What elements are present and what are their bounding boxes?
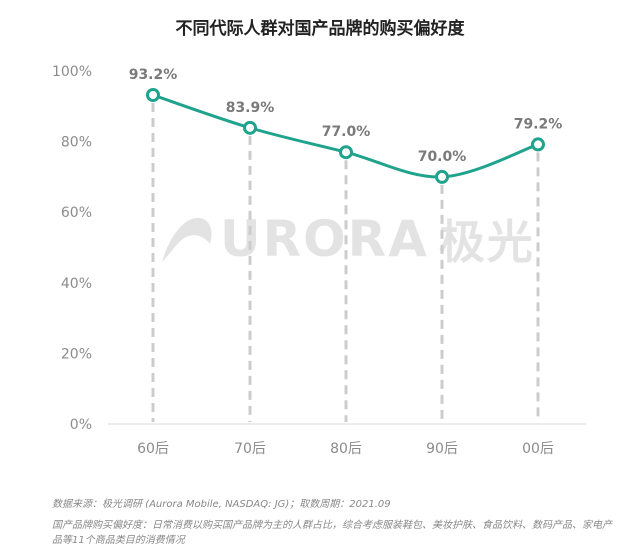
data-point [339, 145, 353, 160]
y-tick-label: 80% [61, 135, 92, 151]
tick-labels: 0% 20% 40% 60% 80% 100% 60后 70后 80后 90后 00后 [52, 64, 554, 457]
watermark-text: URORA [220, 210, 429, 268]
x-tick-label: 80后 [330, 441, 362, 457]
data-label: 70.0% [418, 149, 467, 165]
data-label: 93.2% [129, 67, 178, 83]
data-label: 83.9% [226, 100, 275, 116]
aurora-logo-icon [162, 217, 212, 262]
data-point [146, 88, 160, 103]
y-tick-label: 40% [61, 276, 92, 292]
line-chart: 93.2% 83.9% 77.0% 70.0% 79.2% 0% 20% 40% 60% 80%… [52, 64, 586, 457]
data-point [435, 169, 449, 184]
definition-note: 国产品牌购买偏好度：日常消费以购买国产品牌为主的人群占比，综合考虑服装鞋包、美妆… [52, 520, 612, 546]
y-tick-label: 60% [61, 205, 92, 221]
data-point [243, 120, 257, 135]
watermark-cn: 极光 [438, 215, 535, 269]
data-label: 79.2% [514, 116, 563, 132]
source-note: 数据来源：极光调研 (Aurora Mobile, NASDAQ: JG)；取数… [52, 499, 391, 510]
x-tick-label: 00后 [522, 441, 554, 457]
aurora-watermark: URORA 极光 [160, 206, 535, 272]
drop-lines [151, 103, 540, 422]
chart-title: 不同代际人群对国产品牌的购买偏好度 [175, 19, 465, 39]
x-tick-label: 70后 [234, 441, 266, 457]
x-tick-label: 90后 [426, 441, 458, 457]
x-tick-label: 60后 [137, 441, 169, 457]
y-tick-label: 100% [52, 64, 92, 80]
data-point [531, 137, 545, 152]
data-label: 77.0% [322, 124, 371, 140]
data-labels: 93.2% 83.9% 77.0% 70.0% 79.2% [129, 67, 563, 165]
y-tick-label: 20% [61, 346, 92, 362]
data-points [146, 88, 545, 184]
y-tick-label: 0% [70, 417, 92, 433]
